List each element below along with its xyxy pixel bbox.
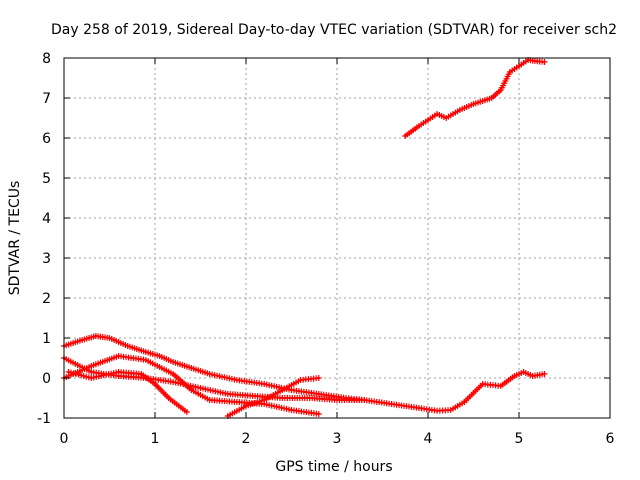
data-point [435, 112, 439, 116]
data-point [67, 370, 70, 374]
data-point [167, 396, 170, 400]
data-point [526, 58, 530, 62]
data-point [513, 374, 516, 378]
series-elevated-track [402, 57, 548, 139]
y-tick-label: 0 [42, 371, 51, 387]
data-point [94, 334, 98, 338]
data-point [417, 124, 421, 128]
y-tick-label: 8 [42, 51, 51, 67]
data-point [481, 382, 484, 386]
data-point [90, 370, 93, 374]
data-point [244, 404, 248, 408]
data-point [299, 378, 302, 382]
data-point [463, 400, 466, 404]
y-tick-label: 3 [42, 251, 51, 267]
y-tick-label: 5 [42, 171, 51, 187]
data-point [126, 344, 129, 348]
x-tick-label: 3 [333, 431, 342, 447]
chart-title: Day 258 of 2019, Sidereal Day-to-day VTE… [51, 22, 617, 38]
data-point [140, 372, 143, 376]
data-point [317, 392, 320, 396]
data-point [490, 96, 493, 100]
data-point [90, 376, 93, 380]
data-point [445, 116, 448, 120]
data-point [235, 400, 239, 404]
data-point [190, 388, 193, 392]
data-point [117, 374, 120, 378]
data-point [172, 372, 175, 376]
x-tick-label: 2 [242, 431, 251, 447]
data-point [208, 398, 211, 402]
data-point [363, 398, 366, 402]
y-tick-label: 7 [42, 91, 51, 107]
data-point [208, 372, 211, 376]
data-point [226, 392, 229, 396]
data-point [117, 370, 120, 374]
data-point [117, 354, 120, 358]
data-point [308, 396, 311, 400]
data-point [253, 394, 257, 398]
x-tick-label: 6 [606, 431, 615, 447]
y-tick-label: -1 [37, 411, 51, 427]
data-point [108, 336, 111, 340]
data-point [190, 366, 193, 370]
data-point [458, 108, 462, 112]
y-tick-label: 1 [42, 331, 51, 347]
x-tick-label: 5 [515, 431, 524, 447]
y-axis-label: SDTVAR / TECUs [7, 181, 23, 296]
series-steep-track [65, 369, 190, 415]
data-point [185, 410, 189, 414]
data-point [281, 396, 284, 400]
y-tick-label: 4 [42, 211, 51, 227]
axis-ticks: 0 1 2 3 4 5 6 -1 0 1 2 3 4 5 6 7 8 [37, 51, 615, 447]
data-point [449, 408, 452, 412]
x-tick-label: 4 [424, 431, 433, 447]
data-point [290, 408, 293, 412]
data-point [390, 402, 393, 406]
data-point [435, 409, 439, 412]
data-point [172, 380, 175, 384]
x-axis-label: GPS time / hours [275, 459, 392, 475]
data-point [344, 396, 348, 400]
data-point [263, 402, 266, 406]
data-point [144, 350, 148, 354]
data-point [499, 88, 502, 92]
data-series [61, 57, 548, 419]
data-point [472, 102, 475, 106]
data-point [158, 354, 161, 358]
data-point [144, 358, 148, 362]
data-point [290, 388, 293, 392]
data-point [226, 414, 229, 418]
x-tick-label: 1 [151, 431, 160, 447]
data-point [153, 382, 157, 386]
x-tick-label: 0 [60, 431, 69, 447]
data-point [417, 406, 421, 410]
y-tick-label: 6 [42, 131, 51, 147]
data-point [543, 60, 546, 64]
data-point [404, 134, 407, 138]
data-point [172, 360, 175, 364]
data-point [426, 118, 430, 122]
data-point [517, 64, 521, 68]
data-point [536, 60, 539, 63]
data-point [199, 386, 202, 390]
data-point [508, 70, 512, 74]
data-point [543, 372, 546, 376]
data-point [317, 412, 320, 416]
data-point [531, 374, 534, 378]
data-point [263, 382, 266, 386]
data-point [235, 378, 239, 382]
y-tick-label: 2 [42, 291, 51, 307]
data-point [522, 370, 525, 374]
data-point [317, 376, 320, 380]
data-point [81, 338, 84, 342]
data-point [281, 388, 284, 392]
data-point [499, 384, 502, 388]
data-point [90, 364, 93, 368]
series-returning-track [224, 375, 322, 419]
data-point [263, 398, 266, 402]
grid-lines [64, 58, 610, 418]
